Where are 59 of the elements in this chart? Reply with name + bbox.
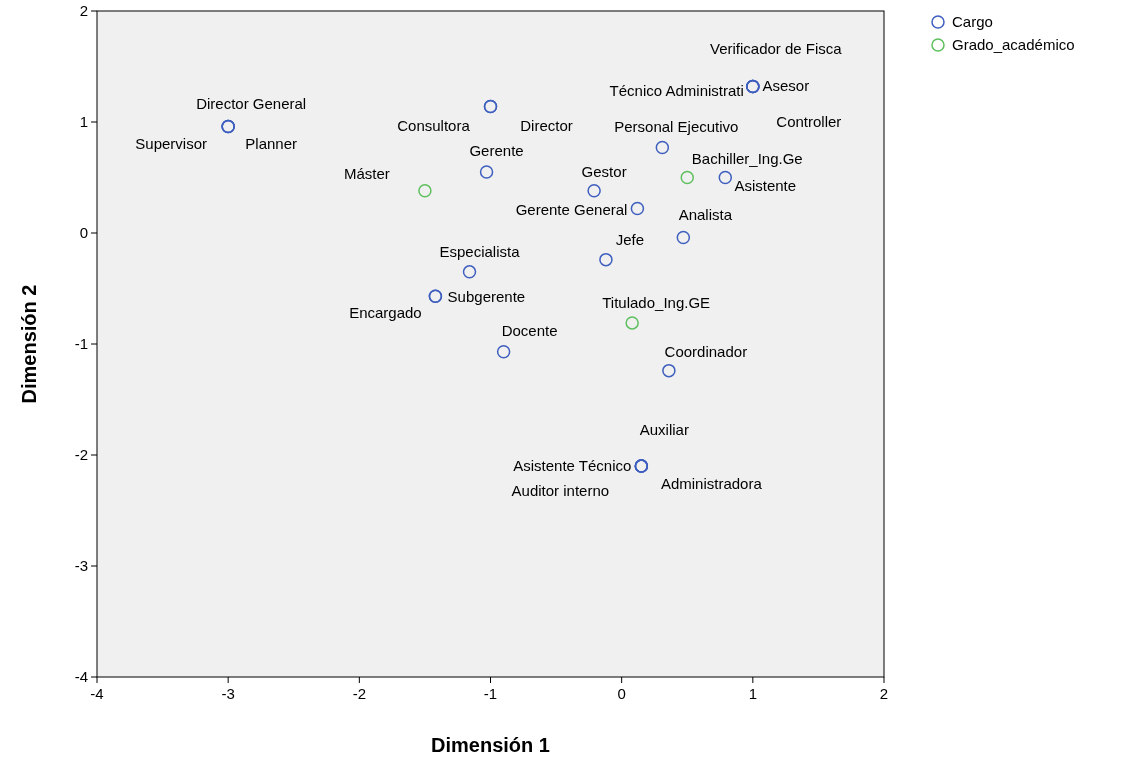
x-tick-label: -4 — [90, 685, 104, 702]
annotation: Máster — [343, 164, 390, 182]
annotation: Consultora — [397, 117, 471, 135]
y-tick-label: -3 — [74, 557, 88, 574]
point — [587, 184, 601, 198]
annotation: Auxiliar — [639, 421, 689, 439]
annotation: Verificador de Fisca — [709, 40, 843, 58]
y-tick-label: 2 — [79, 2, 88, 19]
x-tick-label: -1 — [483, 685, 498, 702]
legend-label: Grado_académico — [952, 36, 1075, 53]
annotation: Especialista — [439, 242, 521, 260]
legend-label: Cargo — [952, 13, 993, 30]
annotation: Controller — [776, 113, 842, 131]
point — [496, 345, 511, 359]
annotation: Bachiller_Ing.Ge — [691, 149, 803, 167]
point — [462, 265, 477, 279]
x-axis-title: Dimensión 1 — [431, 734, 550, 756]
x-tick-label: 0 — [617, 685, 626, 702]
point — [418, 184, 432, 198]
annotation: Subgerente — [447, 288, 526, 306]
point — [630, 201, 645, 216]
y-axis-title: Dimensión 2 — [18, 284, 40, 404]
point — [479, 165, 494, 179]
point — [718, 170, 733, 185]
y-tick-label: 1 — [79, 113, 88, 130]
x-tick-label: -2 — [352, 685, 367, 702]
point — [625, 316, 639, 330]
annotation: Jefe — [615, 230, 645, 248]
x-tick-label: 2 — [879, 685, 889, 702]
annotation: Gerente General — [515, 200, 628, 218]
y-tick-label: -2 — [74, 446, 88, 463]
annotation: Gestor — [581, 162, 627, 180]
point — [680, 170, 694, 185]
annotation: Planner — [245, 135, 298, 153]
annotation: Director — [520, 117, 573, 135]
y-tick-label: -1 — [74, 335, 88, 352]
annotation: Auditor interno — [511, 482, 610, 500]
x-tick-label: -3 — [221, 685, 235, 702]
annotation: Asesor — [762, 77, 810, 95]
point — [676, 230, 691, 245]
y-tick-label: 0 — [79, 224, 88, 241]
annotation: Director General — [196, 95, 307, 113]
annotation: Asistente Técnico — [513, 457, 632, 475]
annotation: Técnico Administrati — [609, 82, 744, 100]
point — [655, 140, 670, 155]
y-tick-label: -4 — [74, 668, 88, 685]
point — [599, 252, 613, 267]
point — [662, 363, 676, 378]
annotation: Administradora — [660, 475, 763, 493]
annotation: Titulado_Ing.GE — [602, 293, 711, 311]
annotation: Docente — [501, 321, 558, 339]
annotation: Supervisor — [135, 135, 208, 153]
x-tick-label: 1 — [748, 685, 758, 702]
annotation: Analista — [678, 206, 733, 224]
annotation: Gerente — [469, 141, 524, 159]
annotation: Asistente — [734, 176, 797, 194]
annotation: Encargado — [349, 304, 422, 322]
annotation: Personal Ejecutivo — [614, 117, 739, 135]
annotation: Coordinador — [664, 342, 748, 360]
